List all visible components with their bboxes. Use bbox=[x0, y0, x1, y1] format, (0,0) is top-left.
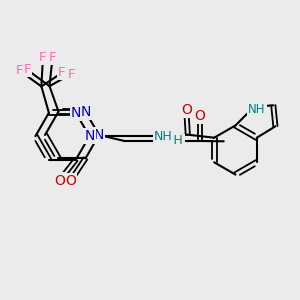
Text: O: O bbox=[54, 174, 65, 188]
Text: N: N bbox=[71, 106, 81, 120]
Text: F: F bbox=[58, 66, 65, 80]
Text: O: O bbox=[195, 109, 206, 122]
Text: F: F bbox=[23, 63, 31, 76]
Text: F: F bbox=[68, 68, 75, 81]
Text: NH: NH bbox=[154, 130, 172, 143]
Text: NH: NH bbox=[248, 103, 266, 116]
Text: F: F bbox=[16, 64, 23, 77]
Text: O: O bbox=[65, 174, 76, 188]
Text: F: F bbox=[49, 51, 56, 64]
Text: N: N bbox=[84, 129, 94, 143]
Text: N: N bbox=[80, 105, 91, 118]
Text: NH: NH bbox=[165, 134, 184, 148]
Text: N: N bbox=[94, 128, 104, 142]
Text: O: O bbox=[181, 103, 192, 117]
Text: F: F bbox=[39, 51, 46, 64]
